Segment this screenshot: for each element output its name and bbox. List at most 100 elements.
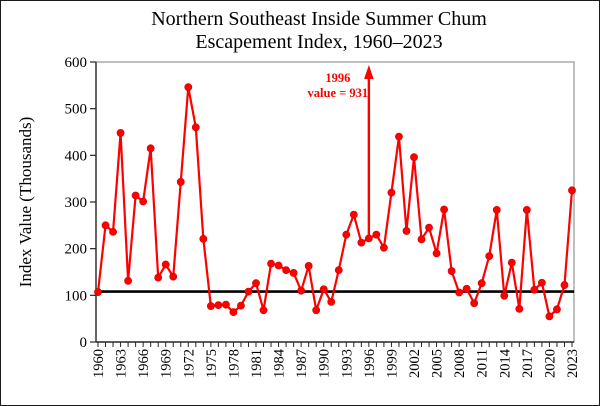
data-point: [522, 206, 531, 214]
x-tick-label: 1993: [339, 349, 355, 378]
x-tick-label: 2023: [565, 349, 581, 378]
x-tick-label: 2005: [430, 349, 446, 378]
data-point: [334, 266, 343, 275]
data-point: [101, 221, 110, 230]
data-point: [342, 230, 351, 239]
data-point: [297, 286, 306, 295]
y-axis-title: Index Value (Thousands): [16, 117, 35, 288]
x-tick-label: 2008: [452, 349, 468, 378]
x-tick-label: 1999: [384, 349, 400, 378]
data-point: [485, 252, 494, 261]
data-point: [568, 186, 576, 195]
x-tick-label: 1987: [294, 349, 310, 378]
data-point: [364, 234, 373, 243]
data-point: [161, 260, 170, 269]
data-point: [440, 205, 448, 214]
x-tick-label: 2011: [475, 349, 491, 377]
data-point: [357, 238, 366, 247]
series-line: [96, 86, 574, 318]
data-point: [545, 312, 554, 321]
x-tick-label: 2002: [407, 349, 423, 378]
data-point: [380, 243, 388, 252]
data-point: [244, 287, 253, 296]
data-point: [372, 230, 381, 239]
data-point: [447, 267, 456, 275]
data-point: [462, 284, 471, 293]
x-tick-label: 1996: [362, 349, 378, 378]
data-point: [530, 285, 539, 294]
data-point: [222, 300, 230, 309]
y-tick-label: 0: [80, 335, 88, 351]
x-tick-label: 2014: [497, 348, 513, 378]
plot-area: [95, 61, 575, 343]
data-point: [131, 191, 140, 200]
data-point: [327, 297, 336, 306]
data-point: [477, 279, 486, 288]
data-point: [274, 261, 283, 270]
data-point: [507, 258, 516, 267]
data-point: [252, 279, 260, 288]
y-tick-label: 500: [65, 102, 88, 118]
data-point: [184, 83, 193, 92]
data-point: [146, 144, 155, 153]
data-point: [199, 234, 208, 243]
data-point: [139, 197, 148, 206]
data-point: [538, 278, 546, 287]
data-point: [560, 281, 569, 289]
y-tick-label: 300: [65, 195, 88, 211]
y-tick-label: 600: [65, 55, 88, 71]
data-point: [267, 259, 275, 268]
data-point: [282, 266, 290, 275]
data-point: [500, 291, 509, 300]
x-tick-label: 1975: [204, 349, 220, 378]
data-point: [176, 178, 185, 186]
data-point: [312, 306, 321, 315]
data-point: [492, 206, 501, 214]
y-tick-label: 100: [65, 288, 88, 304]
y-tick-label: 200: [65, 242, 88, 258]
data-point: [206, 302, 215, 310]
data-point: [410, 153, 418, 162]
data-point: [169, 272, 178, 281]
x-tick-label: 2017: [520, 349, 536, 378]
data-point: [349, 210, 358, 219]
data-point: [402, 227, 411, 235]
data-point: [319, 285, 328, 294]
x-tick-label: 1966: [136, 349, 152, 378]
data-point: [94, 288, 102, 296]
data-point: [395, 132, 403, 141]
data-point: [259, 306, 268, 315]
data-point: [191, 123, 200, 132]
chart-title-line1: Northern Southeast Inside Summer Chum: [151, 8, 487, 30]
data-point: [432, 249, 441, 258]
x-tick-label: 1990: [317, 349, 333, 378]
annotation-value-label: value = 931: [308, 86, 369, 100]
x-tick-label: 1960: [91, 349, 107, 378]
data-point: [417, 235, 426, 244]
data-point: [455, 288, 464, 297]
data-point: [229, 308, 238, 317]
annotation-year-label: 1996: [325, 71, 350, 85]
data-point: [124, 276, 132, 285]
data-point: [109, 227, 117, 236]
data-point: [154, 273, 163, 282]
data-point: [289, 269, 298, 277]
x-tick-label: 1972: [181, 349, 197, 378]
y-tick-label: 400: [65, 148, 88, 164]
x-tick-label: 1981: [249, 349, 265, 378]
x-tick-label: 2020: [542, 349, 558, 378]
x-tick-label: 1963: [114, 349, 130, 378]
data-point: [304, 262, 313, 270]
data-point: [237, 301, 245, 310]
chart-title-line2: Escapement Index, 1960–2023: [195, 31, 443, 53]
x-tick-label: 1984: [272, 348, 288, 378]
data-point: [214, 301, 223, 310]
annotation-arrowhead: [364, 65, 374, 79]
data-point: [553, 305, 561, 314]
data-point: [425, 223, 433, 232]
x-tick-label: 1978: [226, 349, 242, 378]
x-tick-label: 1969: [159, 349, 175, 378]
data-point: [515, 304, 524, 313]
